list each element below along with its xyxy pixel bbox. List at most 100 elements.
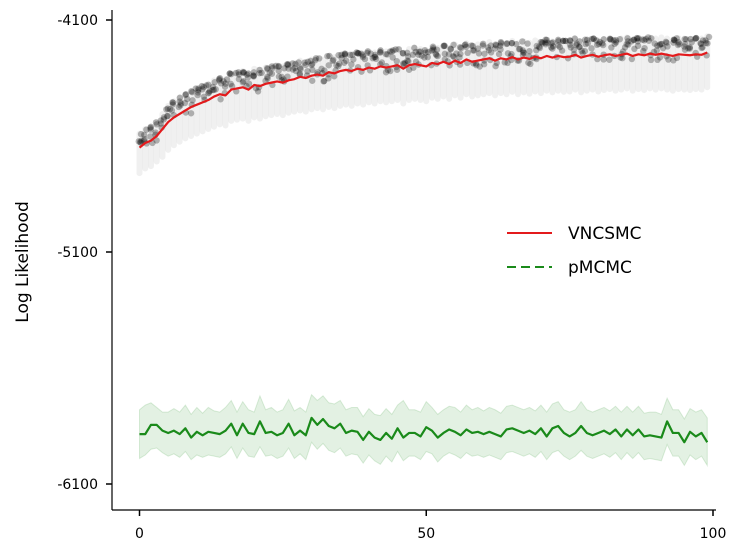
- cloud-point: [403, 49, 411, 56]
- cloud-point: [492, 62, 499, 70]
- cloud-point: [289, 66, 297, 73]
- cloud-point: [665, 56, 672, 63]
- cloud-point: [163, 113, 171, 120]
- cloud-point: [348, 61, 355, 68]
- cloud-point: [607, 36, 614, 43]
- cloud-point: [245, 80, 253, 87]
- cloud-point: [555, 36, 562, 44]
- cloud-point: [302, 61, 309, 69]
- cloud-point: [364, 49, 371, 57]
- cloud-point: [429, 45, 437, 52]
- cloud-point: [138, 137, 145, 144]
- cloud-point: [221, 83, 229, 90]
- cloud-point: [147, 124, 154, 132]
- cloud-point: [284, 60, 292, 68]
- cloud-point: [593, 37, 600, 44]
- cloud-point: [243, 71, 251, 78]
- cloud-point: [590, 35, 597, 42]
- cloud-point: [559, 37, 567, 45]
- cloud-point: [175, 103, 183, 111]
- axes: [111, 10, 716, 511]
- cloud-point: [205, 81, 212, 89]
- cloud-point: [633, 34, 641, 42]
- cloud-point: [250, 69, 258, 76]
- cloud-point: [623, 41, 630, 48]
- cloud-point: [434, 52, 441, 60]
- cloud-point: [189, 88, 196, 96]
- cloud-point: [292, 67, 300, 75]
- cloud-point: [215, 75, 223, 83]
- cloud-point: [320, 78, 327, 85]
- cloud-point: [549, 39, 556, 46]
- cloud-point: [304, 67, 311, 75]
- cloud-point: [642, 35, 649, 43]
- cloud-point: [333, 62, 340, 69]
- cloud-point: [350, 56, 357, 63]
- cloud-point: [670, 39, 677, 46]
- cloud-point: [559, 37, 567, 45]
- cloud-point: [485, 46, 493, 54]
- cloud-point: [209, 83, 217, 91]
- cloud-point: [308, 61, 315, 69]
- cloud-point: [476, 63, 483, 70]
- cloud-point: [702, 39, 710, 47]
- cloud-point: [685, 45, 692, 52]
- cloud-point: [702, 37, 709, 44]
- cloud-point: [301, 59, 308, 66]
- cloud-point: [163, 106, 170, 113]
- cloud-point: [657, 40, 664, 48]
- cloud-point: [487, 42, 495, 49]
- cloud-point: [497, 38, 505, 46]
- cloud-point: [250, 73, 258, 80]
- cloud-point: [535, 43, 543, 51]
- cloud-point: [160, 114, 168, 121]
- cloud-point: [641, 37, 648, 44]
- cloud-point: [675, 40, 683, 48]
- cloud-point: [628, 38, 635, 45]
- cloud-point: [284, 61, 292, 69]
- cloud-point: [198, 82, 206, 90]
- cloud-point: [168, 107, 176, 114]
- x-tick-label: 50: [417, 526, 435, 542]
- vncsmc-sample-cloud: [135, 33, 713, 177]
- cloud-point: [424, 53, 431, 61]
- cloud-point: [487, 49, 495, 56]
- cloud-point: [264, 64, 271, 72]
- cloud-point: [292, 60, 299, 68]
- cloud-point: [527, 60, 534, 68]
- cloud-point: [160, 116, 168, 123]
- cloud-point: [275, 63, 282, 70]
- cloud-point: [418, 52, 425, 59]
- cloud-point: [624, 41, 632, 48]
- cloud-point: [206, 87, 213, 95]
- cloud-point: [228, 82, 236, 90]
- cloud-point: [469, 42, 477, 50]
- cloud-point: [671, 37, 678, 44]
- cloud-point: [289, 60, 296, 67]
- cloud-point: [169, 99, 176, 106]
- cloud-point: [705, 33, 713, 41]
- cloud-point: [596, 38, 604, 46]
- cloud-point: [258, 69, 265, 77]
- cloud-point: [681, 40, 689, 48]
- cloud-point: [681, 46, 689, 53]
- cloud-point: [628, 55, 636, 63]
- cloud-point: [194, 91, 201, 99]
- cloud-point: [600, 56, 607, 63]
- cloud-point: [329, 57, 336, 65]
- cloud-point: [567, 37, 574, 45]
- cloud-point: [227, 70, 235, 78]
- cloud-point: [367, 50, 374, 57]
- cloud-point: [576, 43, 583, 51]
- cloud-point: [386, 48, 394, 55]
- cloud-point: [245, 70, 252, 77]
- cloud-point: [687, 35, 694, 43]
- cloud-point: [593, 41, 601, 49]
- cloud-point: [616, 35, 624, 43]
- series-line-vncsmc: [138, 51, 708, 149]
- cloud-point: [166, 105, 174, 113]
- cloud-point: [388, 48, 395, 55]
- cloud-point: [441, 42, 448, 50]
- y-tick-label: -5100: [57, 245, 98, 261]
- cloud-point: [382, 50, 390, 58]
